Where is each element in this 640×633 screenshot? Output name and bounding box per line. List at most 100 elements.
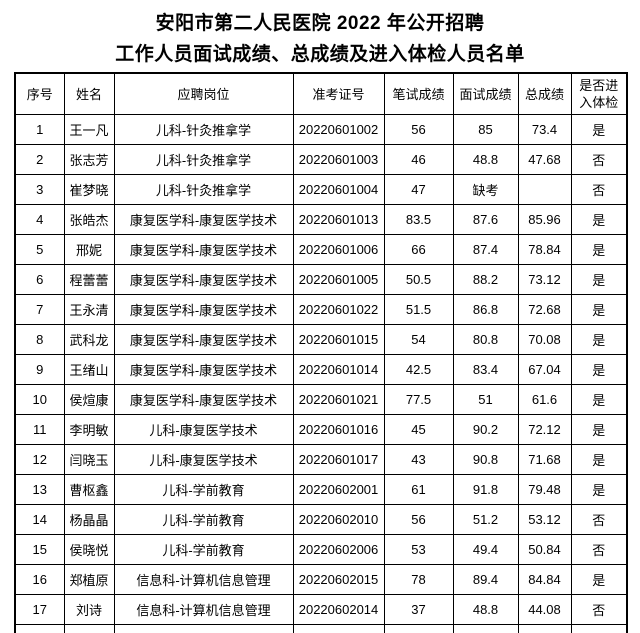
- cell-interview-score: 89.4: [452, 564, 519, 595]
- table-row: 16 郑植原 信息科-计算机信息管理 20220602015 78 89.4 84.84 是: [14, 564, 628, 595]
- cell-index: 8: [14, 324, 65, 355]
- cell-exam-id: 20220602015: [292, 564, 385, 595]
- cell-exam-id: 20220601006: [292, 234, 385, 265]
- table-row: 9 王绪山 康复医学科-康复医学技术 20220601014 42.5 83.4 67.04…: [14, 354, 628, 385]
- cell-total-score: 71.68: [517, 444, 572, 475]
- table-row: 17 刘诗 信息科-计算机信息管理 20220602014 37 48.8 44.08 否: [14, 594, 628, 625]
- cell-total-score: 61.6: [517, 384, 572, 415]
- table-row: 1 王一凡 儿科-针灸推拿学 20220601002 56 85 73.4 是: [14, 114, 628, 145]
- cell-index: 5: [14, 234, 65, 265]
- cell-name: 曹枢鑫: [63, 474, 115, 505]
- table-row: 14 杨晶晶 儿科-学前教育 20220602010 56 51.2 53.12 否: [14, 504, 628, 535]
- cell-interview-score: 85: [452, 114, 519, 145]
- cell-written-score: 51.5: [383, 294, 454, 325]
- cell-position: 儿科-康复医学技术: [113, 444, 294, 475]
- cell-position: 康复医学科-康复医学技术: [113, 264, 294, 295]
- cell-interview-score: 87.6: [452, 204, 519, 235]
- cell-written-score: 42.5: [383, 354, 454, 385]
- column-header-index: 序号: [14, 72, 65, 115]
- cell-position: 康复医学科-康复医学技术: [113, 384, 294, 415]
- table-header-row: 序号 姓名 应聘岗位 准考证号 笔试成绩 面试成绩 总成绩 是否进 入体检: [14, 72, 628, 115]
- results-table: 序号 姓名 应聘岗位 准考证号 笔试成绩 面试成绩 总成绩 是否进 入体检 1 王一凡 儿科-针灸…: [14, 72, 628, 633]
- column-header-written-score: 笔试成绩: [383, 72, 454, 115]
- cell-empty: [570, 624, 628, 633]
- cell-interview-score: 缺考: [452, 174, 519, 205]
- cell-index: 11: [14, 414, 65, 445]
- cell-total-score: 67.04: [517, 354, 572, 385]
- cell-empty: [113, 624, 294, 633]
- cell-name: 王绪山: [63, 354, 115, 385]
- cell-exam-id: 20220601004: [292, 174, 385, 205]
- cell-name: 王一凡: [63, 114, 115, 145]
- cell-written-score: 78: [383, 564, 454, 595]
- cell-position: 儿科-学前教育: [113, 534, 294, 565]
- column-header-position: 应聘岗位: [113, 72, 294, 115]
- cell-name: 闫晓玉: [63, 444, 115, 475]
- cell-total-score: 72.12: [517, 414, 572, 445]
- cell-written-score: 45: [383, 414, 454, 445]
- cell-enter-physical-exam: 是: [570, 474, 628, 505]
- cell-exam-id: 20220601021: [292, 384, 385, 415]
- cell-enter-physical-exam: 是: [570, 294, 628, 325]
- cell-total-score: 70.08: [517, 324, 572, 355]
- cell-total-score: 73.12: [517, 264, 572, 295]
- cell-enter-physical-exam: 是: [570, 354, 628, 385]
- cell-enter-physical-exam: 否: [570, 174, 628, 205]
- column-header-interview-score: 面试成绩: [452, 72, 519, 115]
- cell-empty: [14, 624, 65, 633]
- cell-index: 2: [14, 144, 65, 175]
- cell-position: 康复医学科-康复医学技术: [113, 204, 294, 235]
- column-header-name: 姓名: [63, 72, 115, 115]
- cell-total-score: 53.12: [517, 504, 572, 535]
- cell-exam-id: 20220601016: [292, 414, 385, 445]
- cell-written-score: 37: [383, 594, 454, 625]
- cell-position: 信息科-计算机信息管理: [113, 594, 294, 625]
- cell-enter-physical-exam: 否: [570, 594, 628, 625]
- cell-name: 侯煊康: [63, 384, 115, 415]
- cell-interview-score: 51.2: [452, 504, 519, 535]
- table-row: 7 王永清 康复医学科-康复医学技术 20220601022 51.5 86.8 72.68…: [14, 294, 628, 325]
- cell-enter-physical-exam: 是: [570, 324, 628, 355]
- column-header-exam-id: 准考证号: [292, 72, 385, 115]
- cell-index: 14: [14, 504, 65, 535]
- cell-written-score: 66: [383, 234, 454, 265]
- cell-position: 康复医学科-康复医学技术: [113, 294, 294, 325]
- cell-total-score: 73.4: [517, 114, 572, 145]
- cell-exam-id: 20220601017: [292, 444, 385, 475]
- title-line-1: 安阳市第二人民医院 2022 年公开招聘: [155, 13, 485, 34]
- cell-position: 儿科-康复医学技术: [113, 414, 294, 445]
- cell-position: 儿科-学前教育: [113, 474, 294, 505]
- page-title: 安阳市第二人民医院 2022 年公开招聘 工作人员面试成绩、总成绩及进入体检人员…: [0, 0, 640, 72]
- cell-interview-score: 80.8: [452, 324, 519, 355]
- table-row: 10 侯煊康 康复医学科-康复医学技术 20220601021 77.5 51 61.6 是: [14, 384, 628, 415]
- cell-enter-physical-exam: 否: [570, 504, 628, 535]
- cell-enter-physical-exam: 是: [570, 234, 628, 265]
- table-row: 8 武科龙 康复医学科-康复医学技术 20220601015 54 80.8 70.08 是: [14, 324, 628, 355]
- cell-index: 15: [14, 534, 65, 565]
- cell-name: 崔梦晓: [63, 174, 115, 205]
- table-row: 15 侯晓悦 儿科-学前教育 20220602006 53 49.4 50.84 否: [14, 534, 628, 565]
- title-line-2: 工作人员面试成绩、总成绩及进入体检人员名单: [115, 44, 525, 65]
- cell-interview-score: 91.8: [452, 474, 519, 505]
- cell-interview-score: 87.4: [452, 234, 519, 265]
- cell-written-score: 83.5: [383, 204, 454, 235]
- cell-index: 7: [14, 294, 65, 325]
- cell-exam-id: 20220601015: [292, 324, 385, 355]
- cell-index: 4: [14, 204, 65, 235]
- cell-interview-score: 48.8: [452, 144, 519, 175]
- cell-index: 16: [14, 564, 65, 595]
- cell-position: 儿科-针灸推拿学: [113, 144, 294, 175]
- cell-enter-physical-exam: 是: [570, 384, 628, 415]
- table-row: 13 曹枢鑫 儿科-学前教育 20220602001 61 91.8 79.48 是: [14, 474, 628, 505]
- cell-exam-id: 20220601014: [292, 354, 385, 385]
- cell-written-score: 53: [383, 534, 454, 565]
- cell-empty: [292, 624, 385, 633]
- cell-total-score: [517, 174, 572, 205]
- cell-index: 13: [14, 474, 65, 505]
- table-row: 2 张志芳 儿科-针灸推拿学 20220601003 46 48.8 47.68 否: [14, 144, 628, 175]
- cell-enter-physical-exam: 是: [570, 414, 628, 445]
- table-row: 3 崔梦晓 儿科-针灸推拿学 20220601004 47 缺考 否: [14, 174, 628, 205]
- cell-exam-id: 20220602014: [292, 594, 385, 625]
- cell-empty: [517, 624, 572, 633]
